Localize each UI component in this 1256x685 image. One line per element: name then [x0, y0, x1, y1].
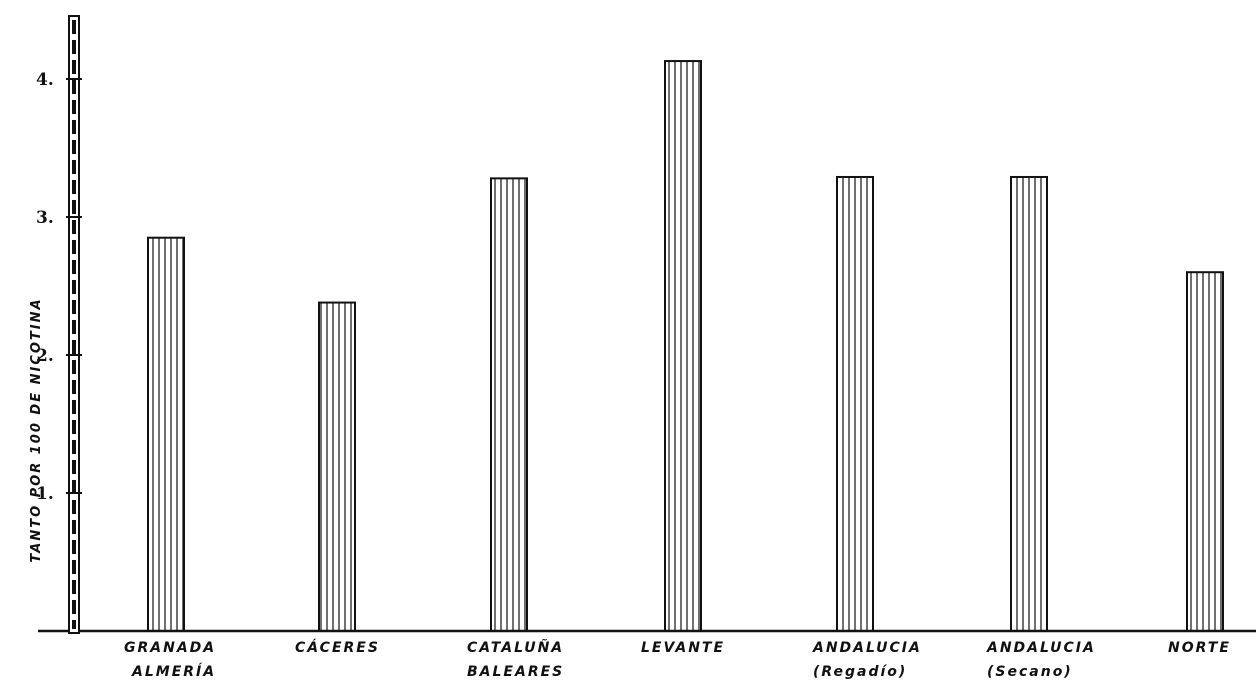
- bar-4: [664, 60, 702, 633]
- y-tick-label: 1.: [36, 484, 54, 504]
- category-label: (Regadío): [813, 664, 907, 680]
- category-label: BALEARES: [467, 664, 564, 680]
- bar-7: [1186, 271, 1224, 632]
- category-label: ANDALUCIA: [986, 640, 1096, 656]
- category-label: GRANADA: [124, 640, 216, 656]
- y-tick-label: 4.: [36, 70, 54, 90]
- category-label: ALMERÍA: [131, 663, 216, 680]
- bar-1: [147, 236, 185, 632]
- y-axis-label: TANTO POR 100 DE NICOTINA: [29, 297, 44, 562]
- bar-6: [1010, 175, 1048, 632]
- x-category-labels: GRANADA ALMERÍA CÁCERES CATALUÑA BALEARES LEV…: [124, 639, 1231, 680]
- category-label: CÁCERES: [295, 639, 380, 656]
- bar-5: [836, 175, 874, 632]
- axes: [38, 15, 1256, 634]
- category-label: CATALUÑA: [467, 639, 564, 656]
- y-tick-label: 2.: [36, 346, 54, 366]
- bar-2: [318, 301, 356, 632]
- category-label: ANDALUCIA: [812, 640, 922, 656]
- y-tick-label: 3.: [36, 208, 54, 228]
- category-label: NORTE: [1168, 640, 1231, 656]
- bars: [147, 60, 1224, 633]
- category-label: (Secano): [987, 664, 1073, 680]
- bar-3: [490, 177, 528, 633]
- y-ticks: 1. 2. 3. 4.: [36, 70, 82, 504]
- category-label: LEVANTE: [641, 640, 725, 656]
